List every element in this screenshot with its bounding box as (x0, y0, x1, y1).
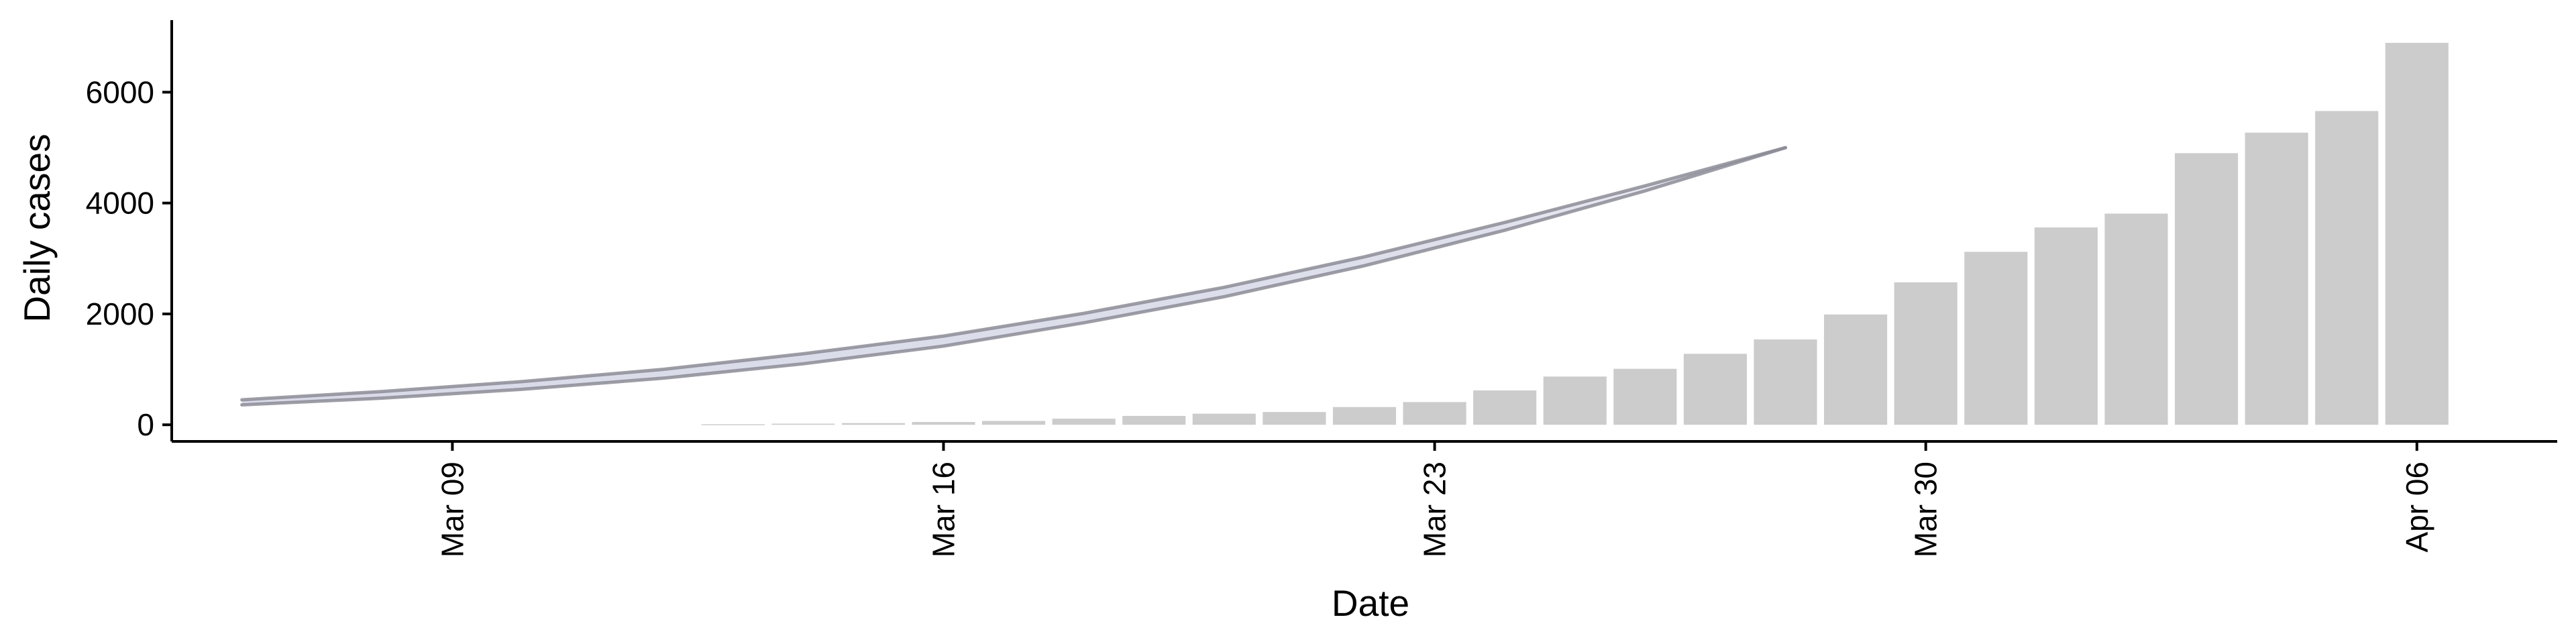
x-tick-label: Mar 09 (435, 462, 470, 557)
bar (1122, 415, 1186, 425)
y-axis-title: Daily cases (16, 133, 58, 322)
x-tick-label: Mar 16 (926, 462, 961, 557)
x-axis-title: Date (1332, 582, 1409, 624)
y-tick-label: 4000 (86, 186, 154, 221)
bar (771, 423, 835, 425)
bar (1894, 282, 1957, 425)
x-tick-label: Apr 06 (2400, 462, 2434, 553)
bar (1543, 376, 1607, 425)
y-tick-label: 0 (137, 407, 154, 442)
bar (2034, 227, 2098, 425)
fit-band (241, 148, 1786, 405)
x-tick-label: Mar 30 (1909, 462, 1943, 557)
bar (701, 424, 765, 425)
bars-layer (701, 42, 2449, 425)
bar (2104, 213, 2168, 425)
bar (2174, 153, 2239, 425)
axes-layer: 0 2000 4000 6000 Mar 09 Mar 16 Mar 23 Mar 30 Apr… (86, 20, 2557, 557)
fit-ribbon-layer (240, 146, 1787, 407)
bar (1683, 354, 1748, 425)
fit-lower-line (240, 146, 1787, 407)
bar (841, 423, 905, 425)
bar (1403, 402, 1466, 425)
bar (981, 421, 1046, 425)
bar (912, 422, 975, 425)
y-tick-label: 2000 (86, 297, 154, 331)
bar (1263, 412, 1326, 425)
x-tick-label: Mar 23 (1417, 462, 1452, 557)
bar (1473, 390, 1537, 425)
bar (1824, 314, 1888, 425)
bar (2385, 42, 2449, 425)
bar (1964, 252, 2028, 425)
bar (1613, 368, 1677, 425)
bar (1052, 419, 1116, 425)
bar (2245, 132, 2308, 425)
bar (1754, 339, 1817, 425)
bar (1332, 407, 1397, 425)
fit-upper-line (240, 146, 1787, 402)
bar (1192, 413, 1256, 425)
y-tick-label: 6000 (86, 74, 154, 109)
bar (2315, 111, 2379, 425)
